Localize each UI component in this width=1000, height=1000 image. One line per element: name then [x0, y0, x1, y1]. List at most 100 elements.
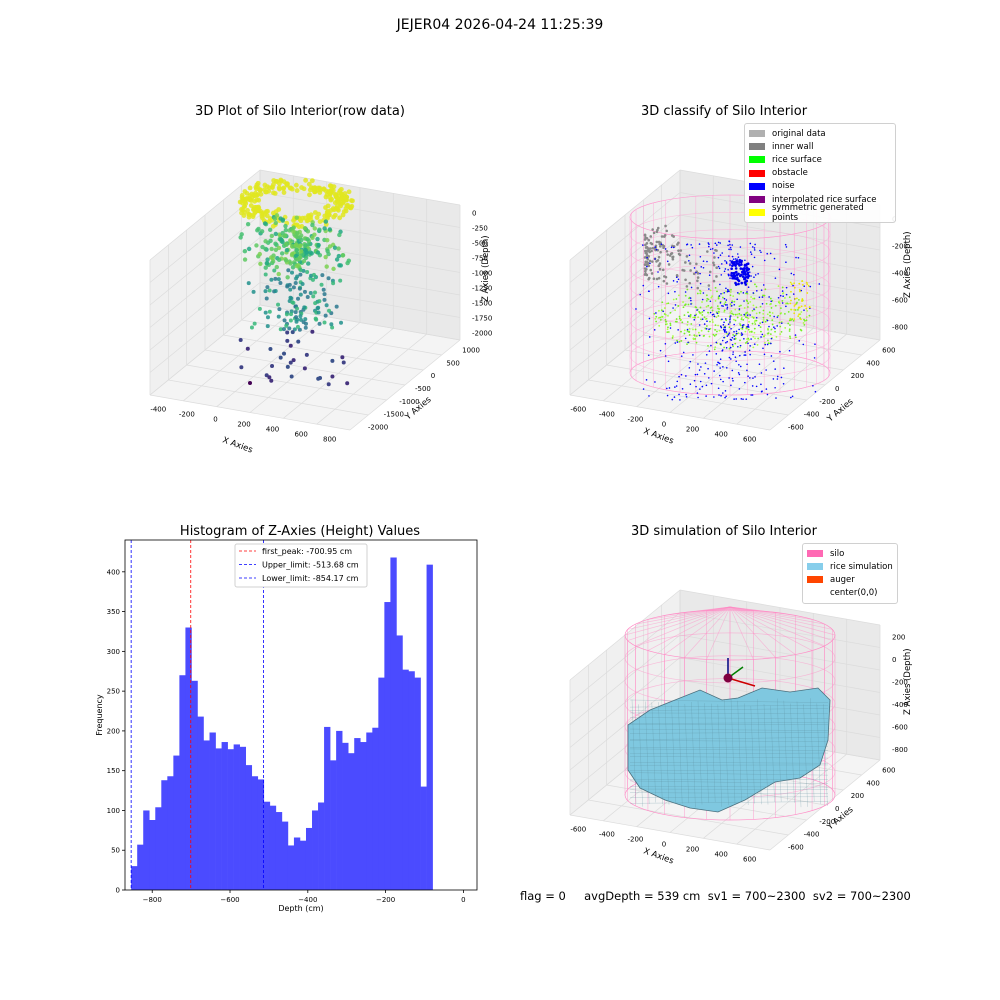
data-point — [773, 326, 775, 328]
y-tick-label: 0 — [835, 805, 839, 813]
data-point — [325, 237, 330, 243]
data-point — [280, 217, 286, 222]
data-point — [722, 323, 725, 326]
data-point — [269, 277, 274, 282]
data-point — [751, 322, 754, 325]
data-point — [290, 265, 296, 270]
data-point — [303, 317, 308, 322]
data-point — [692, 354, 694, 356]
data-point — [719, 325, 722, 328]
y-tick-label: 0 — [431, 372, 435, 380]
data-point — [664, 318, 667, 321]
data-point — [738, 328, 740, 331]
data-point — [692, 328, 694, 331]
data-point — [695, 271, 697, 274]
y-tick-label: -200 — [819, 398, 835, 406]
data-point — [672, 280, 675, 282]
data-point — [720, 326, 723, 329]
x-tick-label: 800 — [323, 436, 336, 444]
data-point — [707, 377, 710, 379]
data-point — [731, 377, 734, 380]
data-point — [776, 316, 779, 318]
data-point — [762, 284, 765, 286]
data-point — [751, 394, 754, 396]
data-point — [294, 319, 299, 324]
data-point — [746, 292, 749, 295]
data-point — [681, 268, 684, 272]
data-point — [308, 291, 313, 296]
data-point — [289, 374, 294, 379]
histogram-bar — [233, 744, 240, 890]
data-point — [341, 360, 346, 365]
data-point — [745, 299, 748, 302]
data-point — [708, 243, 710, 246]
data-point — [657, 271, 659, 273]
data-point — [709, 320, 711, 323]
histogram-bar — [221, 742, 228, 890]
data-point — [656, 259, 660, 262]
data-point — [305, 237, 310, 242]
data-point — [755, 306, 758, 309]
data-point — [791, 395, 794, 398]
data-point — [674, 309, 677, 312]
data-point — [327, 183, 333, 189]
data-point — [662, 279, 666, 283]
data-point — [755, 285, 758, 288]
data-point — [738, 260, 741, 264]
data-point — [681, 321, 684, 324]
data-point — [707, 304, 710, 307]
x-tick-label: 400 — [714, 431, 727, 439]
data-point — [728, 377, 730, 379]
data-point — [806, 283, 809, 285]
data-point — [715, 353, 718, 355]
data-point — [657, 240, 661, 244]
data-point — [697, 396, 699, 399]
data-point — [304, 352, 309, 357]
histogram-bar — [372, 727, 379, 890]
data-point — [749, 314, 751, 316]
data-point — [699, 292, 702, 295]
data-point — [761, 321, 764, 324]
data-point — [288, 360, 293, 365]
data-point — [690, 244, 692, 246]
data-point — [729, 315, 732, 317]
data-point — [725, 261, 728, 263]
data-point — [720, 395, 722, 397]
data-point — [671, 255, 675, 259]
data-point — [719, 302, 722, 304]
data-point — [737, 332, 740, 335]
data-point — [345, 202, 351, 208]
data-point — [723, 329, 726, 331]
data-point — [745, 398, 748, 400]
x-tick-label: 600 — [743, 856, 756, 864]
data-point — [794, 309, 797, 311]
data-point — [276, 314, 281, 319]
data-point — [664, 275, 668, 279]
data-point — [713, 396, 715, 398]
data-point — [701, 298, 704, 301]
data-point — [256, 205, 262, 211]
data-point — [267, 227, 273, 233]
data-point — [279, 251, 285, 256]
data-point — [643, 256, 647, 259]
data-point — [274, 213, 280, 218]
data-point — [766, 313, 769, 316]
raw-point-cloud — [237, 177, 355, 387]
data-point — [743, 338, 745, 340]
data-point — [752, 297, 754, 300]
data-point — [677, 305, 680, 307]
data-point — [782, 295, 784, 298]
data-point — [306, 181, 312, 187]
data-point — [717, 241, 720, 244]
data-point — [736, 316, 739, 319]
data-point — [762, 309, 765, 312]
data-point — [272, 268, 277, 273]
y-tick-label: -500 — [415, 385, 431, 393]
data-point — [672, 307, 674, 309]
data-point — [774, 327, 776, 330]
data-point — [715, 266, 718, 269]
data-point — [699, 380, 702, 383]
data-point — [323, 313, 328, 318]
data-point — [723, 346, 725, 349]
data-point — [785, 293, 788, 296]
